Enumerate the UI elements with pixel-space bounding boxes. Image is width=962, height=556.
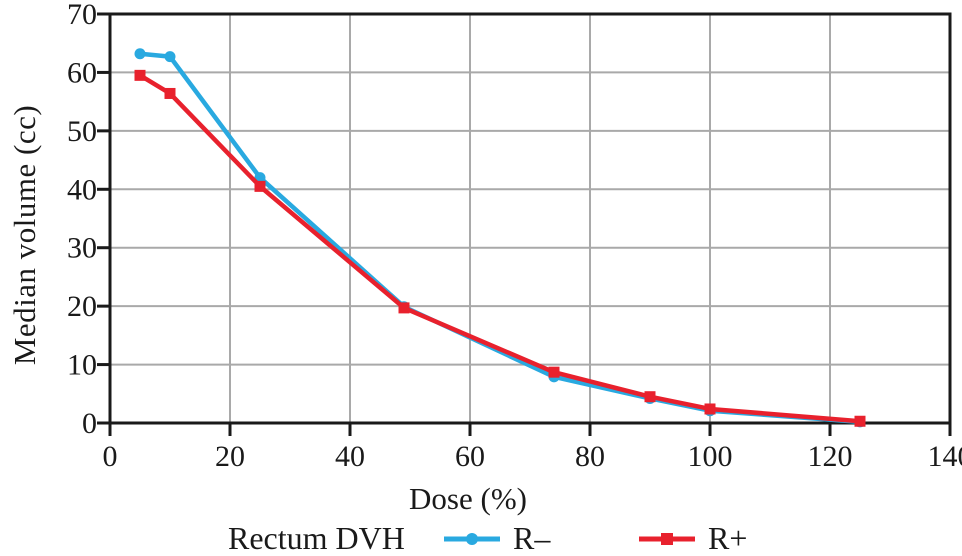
plot-frame <box>108 12 952 425</box>
y-tick-label: 60 <box>67 56 97 89</box>
data-point <box>134 48 146 60</box>
data-point <box>398 302 410 314</box>
data-series <box>134 48 866 428</box>
legend-label-r-minus: R– <box>513 520 551 556</box>
r-plus-line-marker-icon <box>639 532 695 545</box>
x-tick-label: 120 <box>808 440 853 473</box>
data-point <box>644 391 656 403</box>
gridlines <box>110 14 950 423</box>
data-point <box>254 180 266 192</box>
series-line-1 <box>137 73 863 424</box>
x-axis-title: Dose (%) <box>409 481 527 516</box>
y-tick-label: 10 <box>67 349 97 382</box>
x-tick-label: 100 <box>688 440 733 473</box>
data-point <box>164 87 176 99</box>
x-tick-label: 40 <box>335 440 365 473</box>
y-tick-label: 20 <box>67 290 97 323</box>
series-line-0 <box>137 51 863 425</box>
r-minus-line-marker-icon <box>444 532 500 545</box>
legend: Rectum DVH R– R+ <box>0 518 962 556</box>
y-tick-label: 40 <box>67 173 97 206</box>
y-tick-label: 70 <box>67 0 97 31</box>
x-tick-label: 80 <box>575 440 605 473</box>
x-tick-label: 20 <box>215 440 245 473</box>
axis-ticks <box>97 12 952 436</box>
axes-frame <box>108 12 952 425</box>
y-tick-label: 0 <box>82 407 97 440</box>
data-point <box>164 51 176 63</box>
chart-title: Rectum DVH <box>228 520 405 556</box>
legend-label-r-plus: R+ <box>708 520 748 556</box>
data-point <box>548 366 560 378</box>
x-tick-label: 140 <box>928 440 962 473</box>
data-point <box>704 403 716 415</box>
x-tick-label: 0 <box>103 440 118 473</box>
axis-tick-labels: 0 20 40 60 80 100 120 140 0 10 20 30 40 50 60 70 <box>67 0 962 473</box>
y-tick-label: 50 <box>67 115 97 148</box>
y-tick-label: 30 <box>67 232 97 265</box>
y-axis-title: Median volume (cc) <box>7 104 42 366</box>
data-point <box>854 415 866 427</box>
legend-item-r-minus: R– <box>443 520 550 556</box>
data-point <box>134 69 146 81</box>
x-tick-label: 60 <box>455 440 485 473</box>
legend-item-r-plus: R+ <box>638 520 747 556</box>
